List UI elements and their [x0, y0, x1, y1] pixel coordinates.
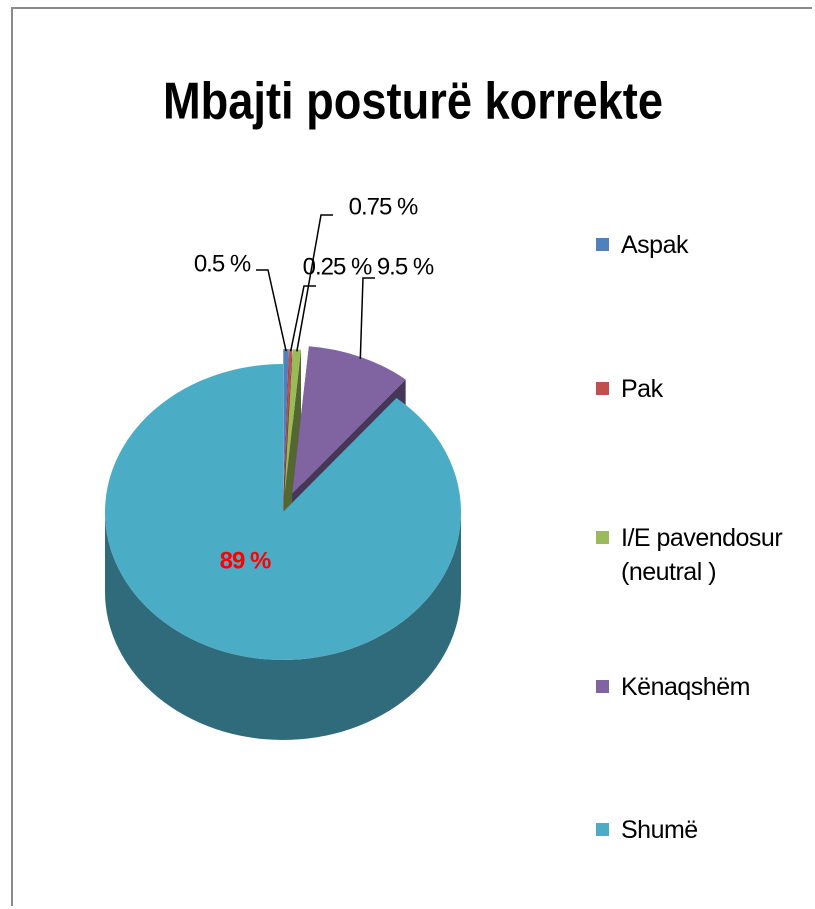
- leader-line: [256, 269, 287, 352]
- slice-side: [105, 512, 461, 740]
- legend-label: Aspak: [621, 231, 688, 259]
- legend-label: I/E pavendosur (neutral ): [621, 524, 783, 586]
- pie-slice: [284, 349, 302, 498]
- legend-swatch: [596, 823, 609, 836]
- pie-slice: [292, 346, 406, 494]
- legend-item: Kënaqshëm: [596, 670, 801, 704]
- data-label: 9.5 %: [377, 253, 434, 280]
- chart-title: Mbajti posturë korrekte: [163, 73, 663, 131]
- legend-item: Pak: [596, 372, 801, 406]
- legend-item: I/E pavendosur (neutral ): [596, 521, 801, 589]
- legend-item: Shumë: [596, 813, 801, 847]
- leader-line: [359, 277, 375, 359]
- legend-item: Aspak: [596, 228, 801, 262]
- legend-swatch: [596, 238, 609, 251]
- data-label: 0.5 %: [194, 250, 251, 277]
- data-label: 0.75 %: [349, 193, 418, 220]
- legend-swatch: [596, 680, 609, 693]
- slice-group: [104, 364, 461, 740]
- data-label: 89 %: [220, 547, 271, 574]
- pie-slice: [283, 349, 289, 498]
- legend-label: Pak: [621, 375, 663, 403]
- chart-frame: [11, 7, 812, 906]
- legend-swatch: [596, 382, 609, 395]
- pie-slice: [283, 349, 293, 498]
- pie-slice: [104, 364, 461, 661]
- legend-swatch: [596, 531, 609, 544]
- leader-line: [289, 285, 316, 352]
- legend-label: Kënaqshëm: [621, 673, 750, 701]
- leader-line: [296, 214, 333, 352]
- legend-label: Shumë: [621, 816, 698, 844]
- data-label: 0.25 %: [303, 253, 372, 280]
